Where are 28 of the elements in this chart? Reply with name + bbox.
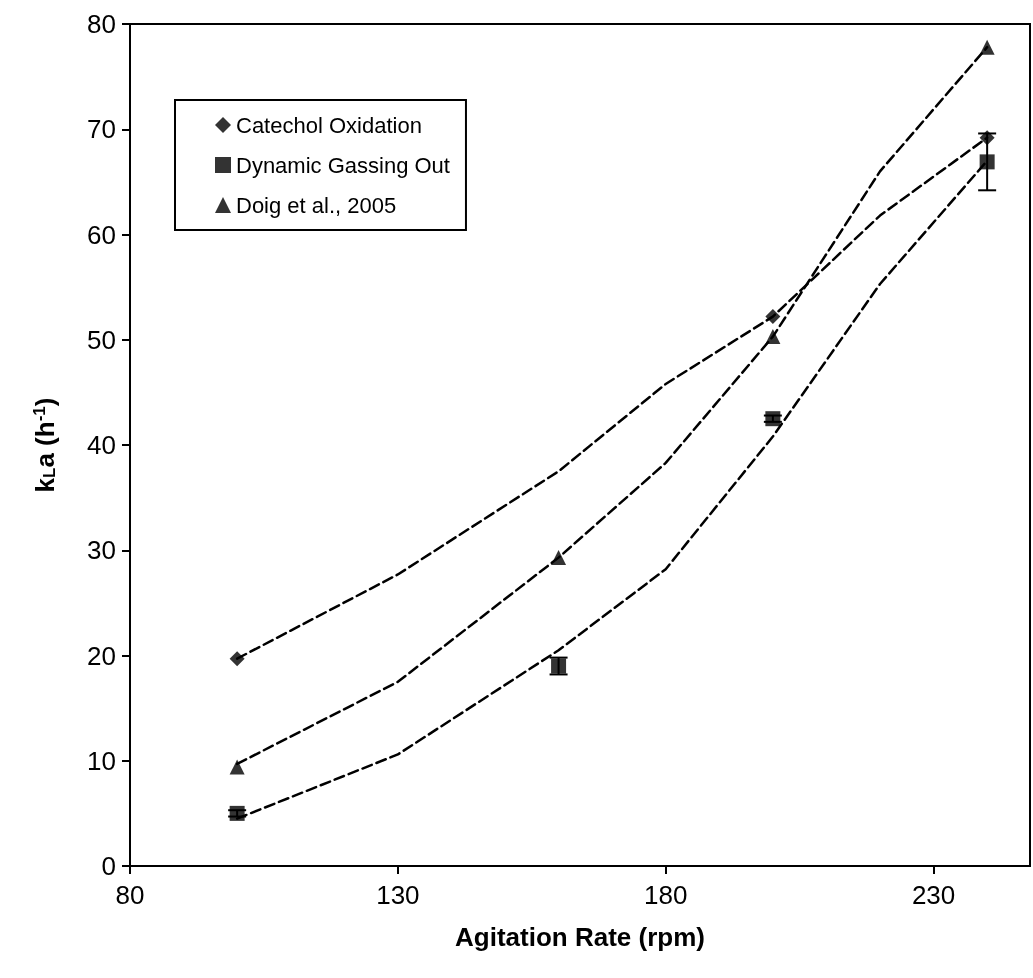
point	[979, 154, 995, 170]
x-tick-label: 130	[376, 880, 420, 910]
x-tick-label: 180	[644, 880, 688, 910]
point	[979, 39, 995, 55]
point	[765, 411, 781, 427]
point	[551, 550, 567, 566]
y-tick-label: 40	[87, 430, 116, 460]
legend-label: Doig et al., 2005	[236, 192, 397, 218]
x-axis-title: Agitation Rate (rpm)	[455, 922, 705, 952]
point	[765, 309, 781, 325]
legend-label: Catechol Oxidation	[236, 112, 422, 138]
point	[229, 759, 245, 775]
point	[229, 805, 245, 821]
y-tick-label: 20	[87, 640, 116, 671]
x-tick-label: 230	[911, 880, 956, 910]
y-tick-label: 30	[87, 535, 116, 566]
y-tick-label: 50	[87, 324, 116, 355]
point	[229, 651, 245, 667]
legend-label: Dynamic Gassing Out	[236, 152, 450, 178]
y-tick-label: 60	[87, 219, 116, 250]
point	[979, 130, 995, 146]
point	[765, 329, 781, 345]
y-tick-label: 0	[101, 851, 116, 881]
x-tick-label: 80	[115, 880, 145, 910]
y-tick-label: 80	[87, 9, 116, 39]
y-tick-label: 70	[87, 114, 116, 145]
y-axis-title: kLa (h-1)	[29, 397, 60, 493]
y-tick-label: 10	[87, 745, 116, 776]
